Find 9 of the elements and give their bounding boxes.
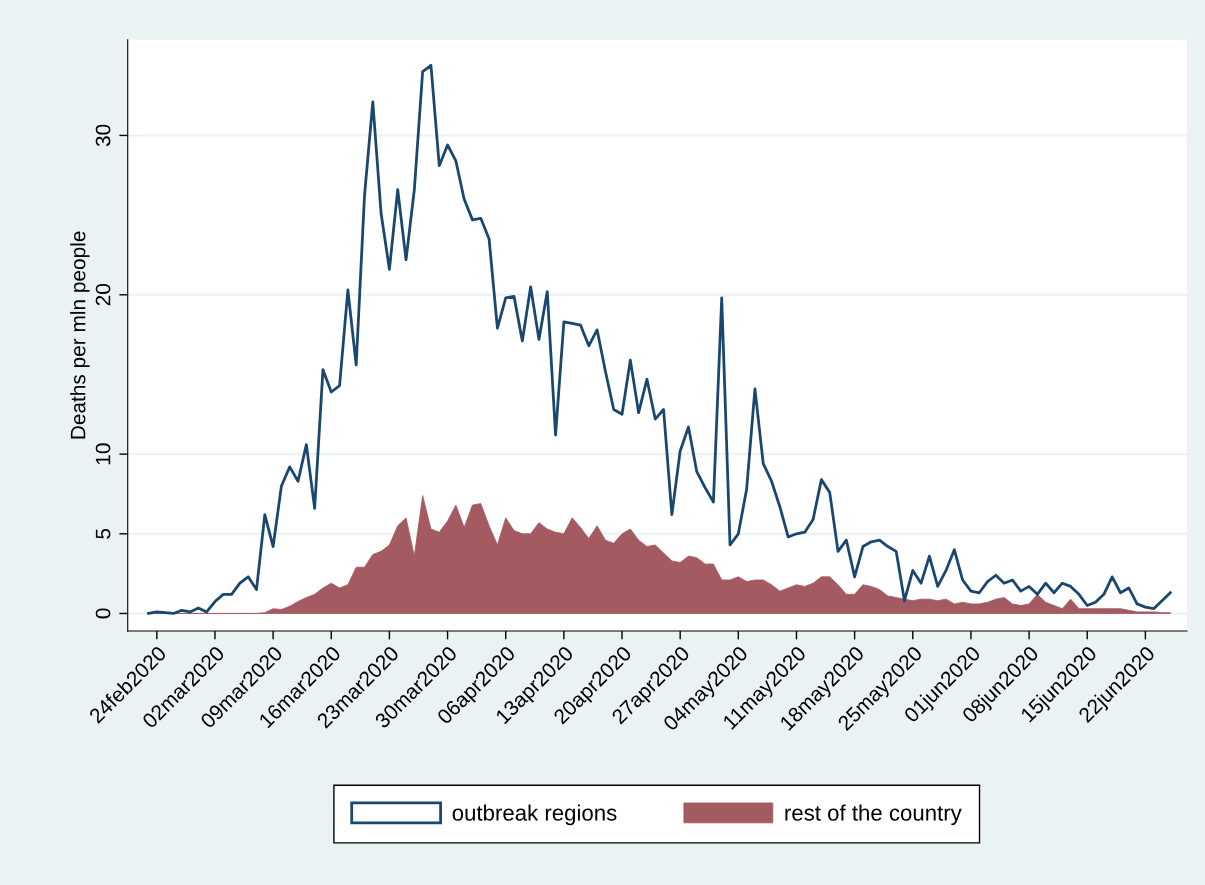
y-tick-label: 30 [95,124,111,147]
line-series [147,63,1172,615]
y-axis-title: Deaths per mln people [70,231,90,439]
y-tick-label: 0 [95,608,111,619]
legend-label: outbreak regions [452,804,617,826]
y-tick-label: 20 [95,284,111,306]
legend-label: rest of the country [785,804,962,826]
y-tick-label: 5 [95,528,111,539]
y-tick-label: 10 [95,443,111,465]
